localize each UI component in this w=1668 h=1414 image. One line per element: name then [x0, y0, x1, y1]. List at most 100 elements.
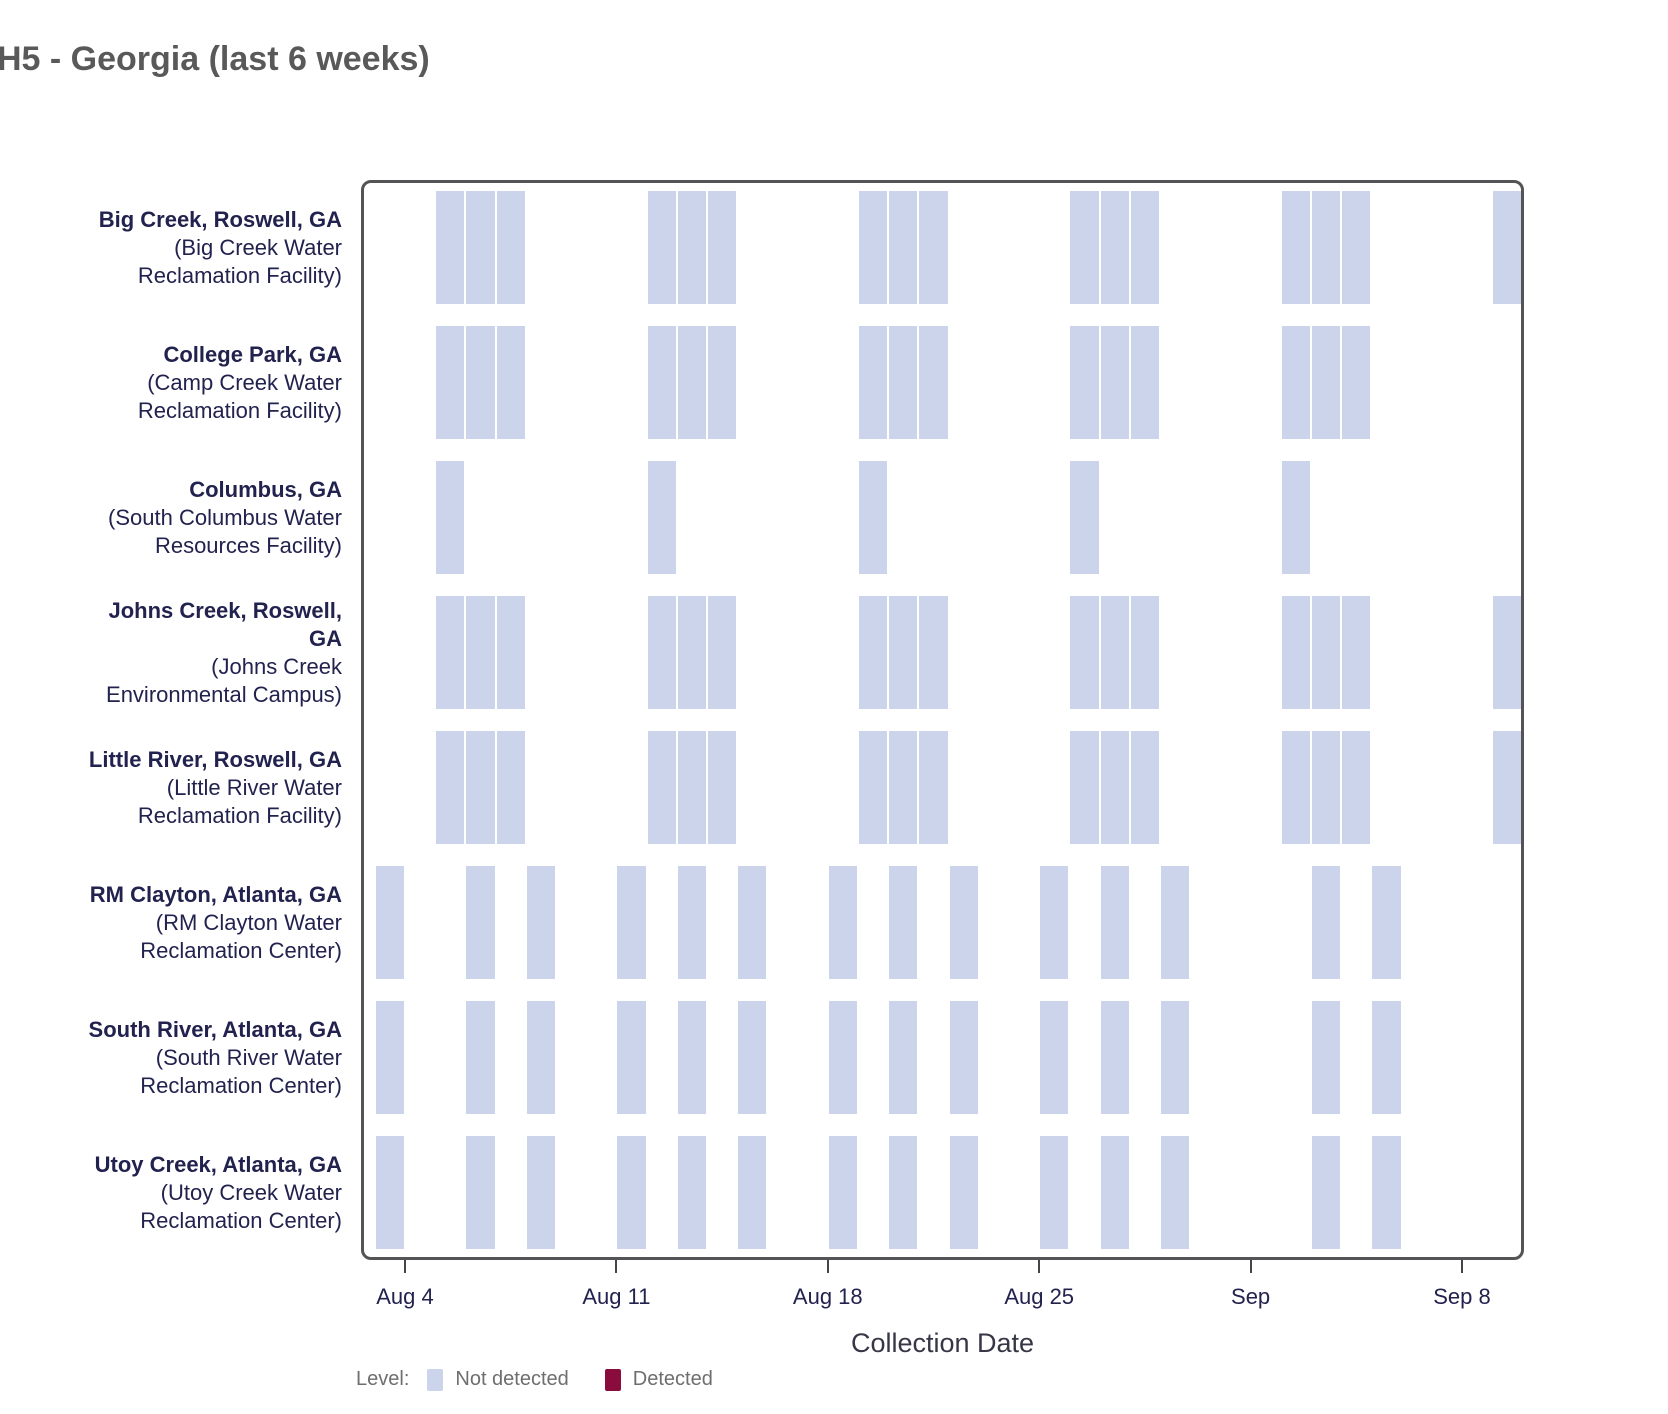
- sample-tile: [859, 596, 888, 709]
- y-axis-label: RM Clayton, Atlanta, GA (RM Clayton Water…: [40, 855, 342, 990]
- sample-tile: [1130, 191, 1159, 304]
- sample-tile: [466, 1136, 495, 1249]
- legend-title: Level:: [356, 1368, 410, 1390]
- sample-tile: [1281, 326, 1310, 439]
- sample-tile: [889, 731, 918, 844]
- facility-name: (Camp Creek Water Reclamation Facility): [137, 369, 342, 423]
- sample-tile: [949, 1001, 978, 1114]
- sample-tile: [1100, 596, 1129, 709]
- sample-tile: [738, 1001, 767, 1114]
- sample-tile: [677, 731, 706, 844]
- sample-tile: [1312, 1001, 1341, 1114]
- sample-tile: [436, 326, 465, 439]
- facility-name: (South Columbus Water Resources Facility…: [108, 504, 342, 558]
- sample-tile: [466, 191, 495, 304]
- facility-name: (South River Water Reclamation Center): [140, 1044, 342, 1098]
- sample-tile: [677, 326, 706, 439]
- sample-tile: [1161, 1001, 1190, 1114]
- sample-tile: [677, 596, 706, 709]
- sample-tile: [436, 731, 465, 844]
- facility-name: (Big Creek Water Reclamation Facility): [137, 234, 342, 288]
- x-tick-label: Aug 25: [1004, 1284, 1075, 1309]
- sample-tile: [708, 731, 737, 844]
- facility-name: (Utoy Creek Water Reclamation Center): [140, 1179, 342, 1233]
- sample-tile: [647, 596, 676, 709]
- sample-tile: [1070, 326, 1099, 439]
- sample-tile: [738, 1136, 767, 1249]
- sample-tile: [677, 866, 706, 979]
- sample-tile: [1100, 866, 1129, 979]
- sample-tile: [1312, 1136, 1341, 1249]
- sample-tile: [919, 596, 948, 709]
- sample-tile: [1070, 731, 1099, 844]
- y-axis-label: Columbus, GA (South Columbus Water Resour…: [40, 450, 342, 585]
- sample-tile: [1100, 1001, 1129, 1114]
- sample-tile: [1130, 326, 1159, 439]
- sample-tile: [859, 326, 888, 439]
- y-axis-label: South River, Atlanta, GA (South River Wat…: [40, 990, 342, 1125]
- sample-tile: [466, 731, 495, 844]
- sample-tile: [1070, 191, 1099, 304]
- sample-tile: [1312, 731, 1341, 844]
- site-name: Utoy Creek, Atlanta, GA: [94, 1151, 342, 1177]
- x-axis-title: Collection Date: [850, 1328, 1035, 1358]
- plot-panel-border: [361, 180, 1524, 1260]
- sample-tile: [617, 1001, 646, 1114]
- sample-tile: [436, 191, 465, 304]
- sample-tile: [859, 731, 888, 844]
- sample-tile: [617, 1136, 646, 1249]
- x-tick-label: Aug 18: [792, 1284, 863, 1309]
- sample-tile: [466, 1001, 495, 1114]
- sample-tile: [738, 866, 767, 979]
- legend-item-detected: Detected: [632, 1368, 713, 1390]
- y-axis-label: Little River, Roswell, GA (Little River W…: [40, 720, 342, 855]
- sample-tile: [466, 596, 495, 709]
- sample-tile: [617, 866, 646, 979]
- sample-tile: [889, 326, 918, 439]
- x-tick-mark: [826, 1260, 829, 1273]
- site-name: RM Clayton, Atlanta, GA: [89, 881, 342, 907]
- sample-tile: [1100, 191, 1129, 304]
- sample-tile: [496, 191, 525, 304]
- x-tick-mark: [1038, 1260, 1041, 1273]
- sample-tile: [526, 1001, 555, 1114]
- sample-tile: [708, 596, 737, 709]
- sample-tile: [828, 866, 857, 979]
- sample-tile: [1493, 191, 1522, 304]
- sample-tile: [466, 866, 495, 979]
- y-axis-label: Johns Creek, Roswell, GA (Johns Creek Env…: [40, 585, 342, 720]
- sample-tile: [1100, 1136, 1129, 1249]
- sample-tile: [436, 461, 465, 574]
- sample-tile: [496, 326, 525, 439]
- sample-tile: [677, 191, 706, 304]
- sample-tile: [1161, 1136, 1190, 1249]
- sample-tile: [949, 1136, 978, 1249]
- sample-tile: [1342, 326, 1371, 439]
- sample-tile: [949, 866, 978, 979]
- sample-tile: [1312, 326, 1341, 439]
- sample-tile: [1312, 596, 1341, 709]
- x-tick-label: Aug 11: [582, 1284, 651, 1309]
- x-tick-mark: [404, 1260, 406, 1273]
- sample-tile: [436, 596, 465, 709]
- y-axis-label: Big Creek, Roswell, GA (Big Creek Water R…: [40, 180, 342, 315]
- sample-tile: [1130, 596, 1159, 709]
- sample-tile: [889, 1001, 918, 1114]
- sample-tile: [889, 191, 918, 304]
- x-tick-label: Sep 8: [1433, 1284, 1491, 1309]
- sample-tile: [1493, 731, 1522, 844]
- sample-tile: [1312, 191, 1341, 304]
- sample-tile: [889, 1136, 918, 1249]
- site-name: Big Creek, Roswell, GA: [98, 206, 342, 232]
- sample-tile: [1100, 731, 1129, 844]
- sample-tile: [375, 1001, 404, 1114]
- sample-tile: [1342, 191, 1371, 304]
- sample-tile: [1040, 866, 1069, 979]
- sample-tile: [708, 191, 737, 304]
- sample-tile: [1372, 1136, 1401, 1249]
- legend: Level: Not detected Detected: [356, 1368, 713, 1391]
- sample-tile: [496, 596, 525, 709]
- sample-tile: [526, 866, 555, 979]
- sample-tile: [1281, 461, 1310, 574]
